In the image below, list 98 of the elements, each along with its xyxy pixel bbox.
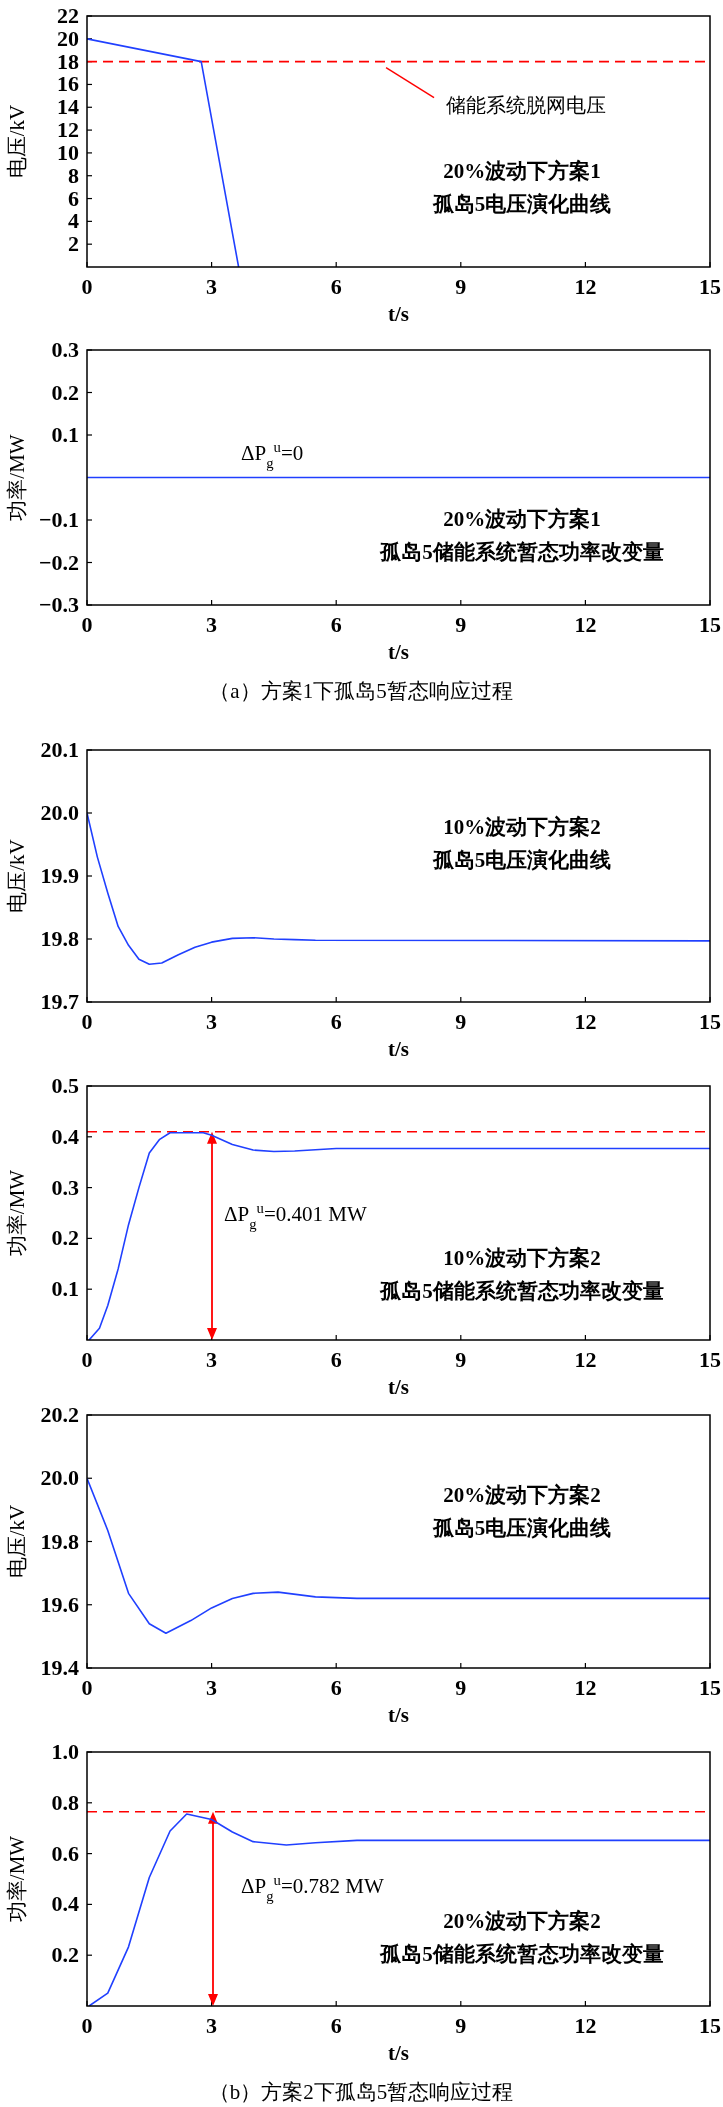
x-tick-label: 12 [574, 612, 597, 637]
x-tick-label: 9 [455, 274, 467, 299]
y-tick-label: 19.9 [40, 863, 79, 888]
x-tick-label: 12 [574, 1675, 597, 1700]
y-tick-label: 16 [57, 71, 79, 97]
x-tick-label: 15 [699, 612, 721, 637]
x-tick-label: 9 [455, 612, 467, 637]
y-tick-label: 8 [68, 162, 79, 188]
x-tick-label: 3 [206, 1009, 218, 1034]
x-tick-label: 6 [330, 274, 342, 299]
x-tick-label: 12 [574, 274, 597, 299]
y-tick-label: 22 [57, 3, 79, 28]
x-tick-label: 3 [206, 2013, 218, 2038]
text: 10%波动下方案2 孤岛5储能系统暂态功率改变量 [379, 1246, 664, 1303]
y-tick-label: 0.1 [51, 422, 79, 447]
x-tick-label: 3 [206, 274, 218, 299]
x-tick-label: 0 [81, 1009, 93, 1034]
y-tick-label: 0.2 [51, 1942, 79, 1968]
x-tick-label: 3 [206, 1347, 218, 1372]
y-tick-label: 19.8 [40, 1528, 79, 1554]
y-tick-label: 0.3 [51, 1174, 79, 1200]
y-tick-label: 0.3 [51, 337, 79, 362]
x-tick-label: 15 [699, 274, 721, 299]
y-tick-label: 20.1 [40, 737, 79, 762]
text: 20%波动下方案1 孤岛5储能系统暂态功率改变量 [379, 507, 664, 564]
text: （b）方案2下孤岛5暂态响应过程 [208, 2080, 514, 2104]
y-tick-label: 19.6 [40, 1591, 79, 1617]
x-tick-label: 0 [81, 612, 93, 637]
x-tick-label: 6 [330, 1675, 342, 1700]
y-axis-title: 电压/kV [5, 104, 29, 179]
x-tick-label: 0 [81, 2013, 93, 2038]
x-tick-label: 12 [574, 1009, 597, 1034]
x-tick-label: 12 [574, 1347, 597, 1372]
x-tick-label: 15 [699, 1009, 721, 1034]
x-tick-label: 9 [455, 1009, 467, 1034]
y-tick-label: 18 [57, 48, 79, 74]
annotation: ΔP$_{g}$$^{u}$=0 [241, 439, 304, 471]
y-axis-title: 功率/MW [5, 434, 29, 521]
y-tick-label: 0.2 [51, 379, 79, 405]
y-tick-label: 19.4 [40, 1655, 79, 1680]
text: 20%波动下方案2 孤岛5储能系统暂态功率改变量 [379, 1909, 664, 1966]
x-axis-title: t/s [388, 302, 409, 326]
x-axis-title: t/s [388, 1037, 409, 1061]
y-tick-label: 20 [57, 25, 79, 51]
x-tick-label: 15 [699, 1347, 721, 1372]
line-series [87, 1477, 710, 1635]
x-tick-label: 9 [455, 1675, 467, 1700]
x-tick-label: 6 [330, 2013, 342, 2038]
line-series [88, 1813, 710, 2006]
x-tick-label: 6 [330, 1009, 342, 1034]
y-tick-label: 1.0 [51, 1739, 79, 1764]
y-tick-label: 0.4 [51, 1123, 79, 1149]
x-axis-title: t/s [388, 1375, 409, 1399]
text: 20%波动下方案1 孤岛5电压演化曲线 [431, 159, 612, 216]
y-axis-title: 功率/MW [5, 1169, 29, 1257]
y-tick-label: 6 [68, 185, 79, 211]
x-axis-title: t/s [388, 2041, 409, 2065]
y-tick-label: 0.4 [51, 1891, 79, 1917]
y-tick-label: 0.6 [51, 1840, 79, 1866]
x-tick-label: 3 [206, 612, 218, 637]
x-tick-label: 12 [574, 2013, 597, 2038]
x-tick-label: 15 [699, 2013, 721, 2038]
y-tick-label: 0.2 [51, 1225, 79, 1251]
x-axis-title: t/s [388, 640, 409, 664]
y-tick-label: −0.3 [38, 592, 79, 617]
y-tick-label: 20.0 [40, 800, 79, 825]
y-tick-label: 14 [57, 94, 79, 120]
ref-line-label: 储能系统脱网电压 [446, 93, 607, 116]
x-tick-label: 9 [455, 1347, 467, 1372]
y-tick-label: 19.7 [40, 989, 79, 1014]
y-tick-label: 0.5 [51, 1073, 79, 1098]
x-tick-label: 9 [455, 2013, 467, 2038]
y-axis-title: 功率/MW [5, 1835, 29, 1923]
x-tick-label: 3 [206, 1675, 218, 1700]
y-tick-label: −0.2 [38, 549, 79, 575]
x-axis-title: t/s [388, 1703, 409, 1727]
x-tick-label: 0 [81, 1347, 93, 1372]
text: 20%波动下方案2 孤岛5电压演化曲线 [431, 1483, 612, 1540]
y-tick-label: −0.1 [38, 507, 79, 532]
text: （a）方案1下孤岛5暂态响应过程 [209, 679, 513, 703]
y-tick-label: 0.8 [51, 1789, 79, 1815]
x-tick-label: 0 [81, 1675, 93, 1700]
y-tick-label: 4 [68, 208, 79, 234]
y-tick-label: 2 [68, 231, 79, 257]
y-axis-title: 电压/kV [5, 1504, 29, 1579]
y-tick-label: 20.2 [40, 1402, 79, 1427]
x-tick-label: 0 [81, 274, 93, 299]
x-tick-label: 6 [330, 1347, 342, 1372]
text: 10%波动下方案2 孤岛5电压演化曲线 [431, 815, 612, 872]
x-tick-label: 6 [330, 612, 342, 637]
line-series [88, 1131, 710, 1340]
annotation: ΔP$_{g}$$^{u}$=0.782 MW [241, 1872, 384, 1904]
x-tick-label: 15 [699, 1675, 721, 1700]
y-tick-label: 19.8 [40, 926, 79, 951]
y-tick-label: 0.1 [51, 1276, 79, 1302]
y-tick-label: 20.0 [40, 1465, 79, 1491]
y-axis-title: 电压/kV [5, 839, 29, 913]
annotation: ΔP$_{g}$$^{u}$=0.401 MW [224, 1200, 367, 1232]
